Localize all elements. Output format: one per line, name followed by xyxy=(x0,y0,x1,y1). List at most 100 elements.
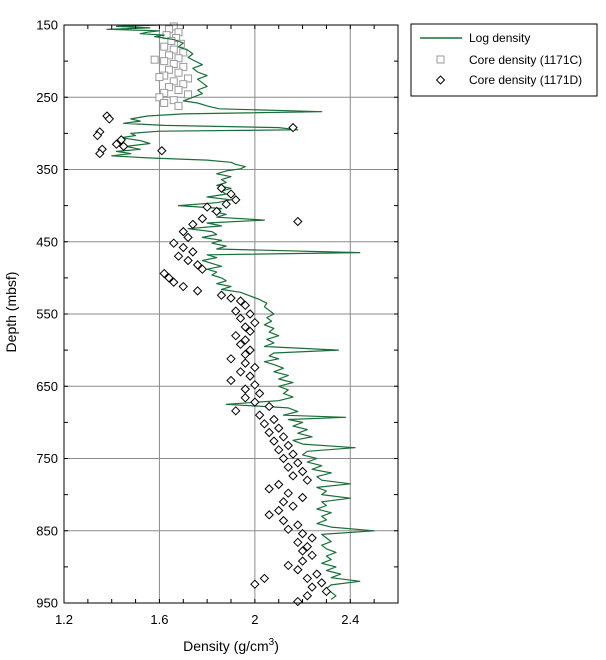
core-1171d-point xyxy=(254,410,265,420)
core-1171d-point xyxy=(283,440,293,451)
core-1171c-point xyxy=(164,51,173,60)
core-1171c-point xyxy=(174,68,183,77)
core-1171d-point xyxy=(216,290,227,300)
core-1171d-point xyxy=(240,335,251,345)
core-1171d-point xyxy=(188,247,198,257)
core-1171d-point xyxy=(157,146,167,156)
core-1171d-point xyxy=(316,578,327,588)
core-1171c-point xyxy=(164,83,173,92)
core-1171d-point xyxy=(321,586,332,597)
core-1171d-point xyxy=(278,453,289,464)
x-tick-label: 1.2 xyxy=(55,612,73,627)
x-axis-title: Density (g/cm3) xyxy=(183,637,279,654)
core-1171d-point xyxy=(250,317,260,328)
core-1171c-point xyxy=(164,65,173,74)
legend-diamond-marker xyxy=(435,75,446,85)
core-1171d-point xyxy=(274,479,284,490)
core-1171d-point xyxy=(178,281,188,292)
core-1171d-point xyxy=(231,306,241,316)
core-1171d-point xyxy=(240,322,251,332)
core-1171d-point xyxy=(240,393,251,403)
core-1171d-point xyxy=(192,260,203,270)
core-1171c-point xyxy=(184,90,193,99)
core-1171d-point xyxy=(293,596,303,607)
core-1171d-point xyxy=(192,286,203,296)
core-1171c-point xyxy=(155,73,164,82)
core-1171d-point xyxy=(235,313,246,324)
core-1171c-point xyxy=(179,62,188,71)
x-tick-label: 2.4 xyxy=(341,612,359,627)
core-1171d-point xyxy=(178,242,188,253)
core-1171d-point xyxy=(226,189,236,199)
core-1171d-point xyxy=(274,445,284,455)
core-1171d-point xyxy=(183,255,193,266)
core-1171d-point xyxy=(226,293,236,303)
core-1171d-point xyxy=(307,582,317,592)
core-1171d-point xyxy=(302,573,313,584)
core-1171d-point xyxy=(188,219,198,230)
legend-label-core-1171c: Core density (1171C) xyxy=(469,53,582,67)
core-1171d-point xyxy=(288,122,298,133)
y-tick-label: 550 xyxy=(36,307,58,322)
core-1171d-point xyxy=(197,264,208,274)
core-1171d-point xyxy=(211,206,222,217)
core-1171c-point xyxy=(160,88,169,97)
core-1171d-point xyxy=(118,141,129,152)
core-1171d-point xyxy=(274,505,284,516)
core-1171d-point xyxy=(235,367,246,377)
core-1171d-point xyxy=(297,492,308,503)
legend-label-core-1171d: Core density (1171D) xyxy=(469,73,582,87)
core-1171d-point xyxy=(226,354,236,364)
legend-square-marker xyxy=(436,55,445,64)
core-1171d-point xyxy=(283,488,293,498)
core-1171d-point xyxy=(116,135,126,145)
core-1171d-point xyxy=(283,524,293,535)
core-1171d-point xyxy=(245,326,255,337)
core-1171d-point xyxy=(307,533,317,543)
core-1171d-point xyxy=(95,148,105,159)
y-tick-label: 150 xyxy=(36,18,58,33)
core-1171d-point xyxy=(104,114,115,124)
core-1171d-point xyxy=(235,296,246,306)
core-1171c-point xyxy=(150,55,159,64)
y-tick-label: 850 xyxy=(36,523,58,538)
core-1171d-point xyxy=(307,550,317,561)
core-1171d-point xyxy=(197,213,208,224)
core-1171d-point xyxy=(202,202,212,212)
y-tick-label: 750 xyxy=(36,451,58,466)
core-1171d-point xyxy=(231,330,241,341)
series-layer xyxy=(92,22,375,607)
core-1171d-point xyxy=(293,520,303,530)
core-1171d-point xyxy=(231,195,241,205)
core-1171d-point xyxy=(302,591,313,601)
core-1171c-point xyxy=(184,74,193,83)
core-1171d-point xyxy=(274,423,284,433)
core-1171d-point xyxy=(283,462,293,472)
core-1171d-point xyxy=(302,541,313,552)
core-1171c-point xyxy=(160,99,169,108)
core-1171d-point xyxy=(159,268,169,279)
legend-label-log-density: Log density xyxy=(469,31,530,45)
core-1171d-point xyxy=(250,362,260,373)
core-1171c-point xyxy=(169,60,178,69)
core-1171d-point xyxy=(264,401,274,412)
core-1171d-point xyxy=(288,471,298,481)
core-1171d-point xyxy=(264,510,274,520)
core-1171d-point xyxy=(164,273,174,283)
core-1171d-point xyxy=(269,414,279,425)
y-tick-label: 650 xyxy=(36,379,58,394)
core-1171d-point xyxy=(259,419,270,429)
core-1171d-point xyxy=(297,528,308,539)
grid-layer xyxy=(64,25,398,603)
core-1171d-point xyxy=(92,130,103,141)
core-1171d-point xyxy=(169,277,179,287)
core-1171d-point xyxy=(245,309,255,319)
core-1171d-point xyxy=(293,458,303,468)
core-1171d-point xyxy=(278,432,289,442)
core-1171c-point xyxy=(169,96,178,105)
core-1171d-point xyxy=(278,515,289,526)
core-1171d-point xyxy=(278,497,289,507)
log-density-line xyxy=(106,24,375,600)
core-1171d-point xyxy=(235,339,246,350)
